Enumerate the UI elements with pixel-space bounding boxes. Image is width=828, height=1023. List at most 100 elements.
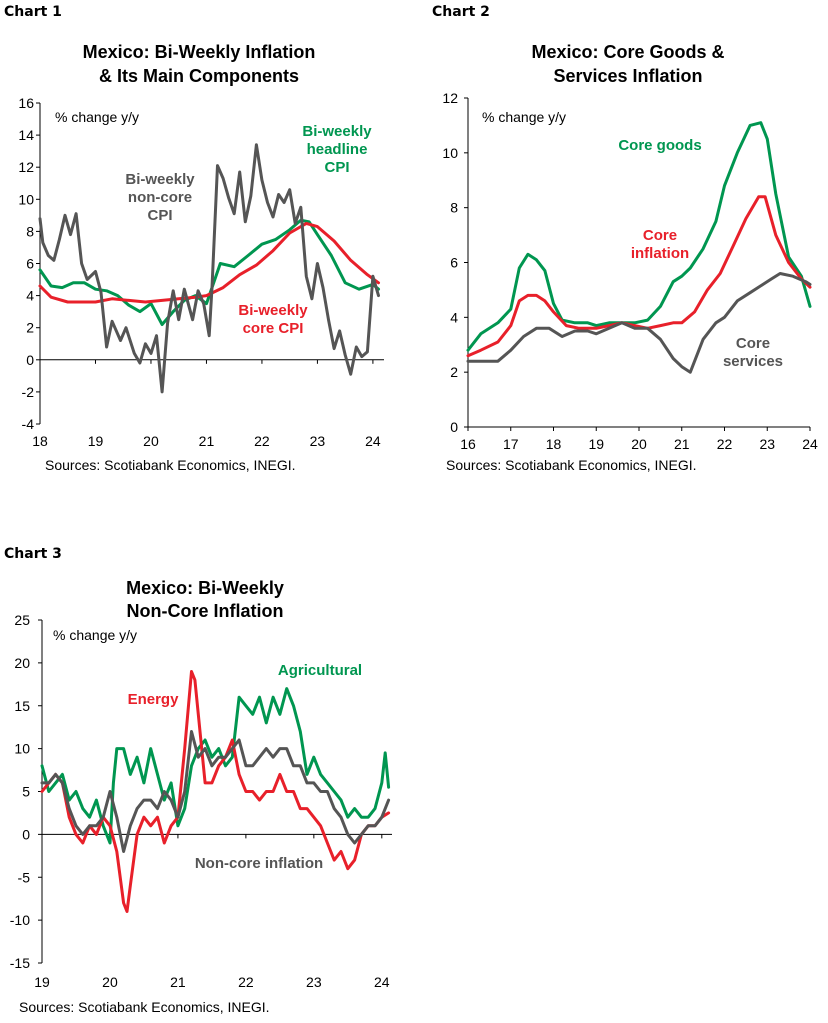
chart1-y-tick-label: 10: [18, 191, 34, 207]
chart3-x-tick-label: 19: [34, 974, 50, 990]
chart2-unit-label: % change y/y: [482, 109, 566, 125]
chart2-y-tick-label: 12: [442, 90, 458, 106]
chart2-annotation-line: Core goods: [618, 137, 701, 154]
chart2-annotation-3: Core services: [723, 335, 783, 370]
chart1-annotation-2: Bi-weekly headline CPI: [302, 123, 372, 176]
chart2-annotation-1: Core goods: [618, 137, 701, 154]
chart1-annotation-line: headline: [307, 141, 368, 158]
chart1-x-tick-label: 20: [143, 433, 159, 449]
chart3-annotation-line: Energy: [128, 691, 180, 708]
chart1-annotation-1: Bi-weekly non-core CPI: [125, 171, 195, 224]
chart3-annotation-2: Energy: [128, 691, 180, 708]
chart3-x-tick-label: 24: [374, 974, 390, 990]
chart3-series-line-2: [40, 670, 391, 913]
chart2-series-line-1: [466, 121, 812, 352]
chart3-x-tick-label: 20: [102, 974, 118, 990]
chart3-title-line: Non-Core Inflation: [127, 601, 284, 621]
chart3-annotation-line: Non-core inflation: [195, 855, 323, 872]
chart1-y-tick-label: -2: [22, 384, 35, 400]
chart2-x-tick-label: 24: [802, 436, 818, 452]
chart3-annotation-3: Non-core inflation: [195, 855, 323, 872]
chart1-annotation-line: Bi-weekly: [238, 302, 308, 319]
chart1-series-line-3: [38, 143, 380, 394]
chart2-x-tick-label: 23: [759, 436, 775, 452]
chart2-x-tick-label: 19: [588, 436, 604, 452]
chart2-annotation-line: services: [723, 353, 783, 370]
chart-3-label: Chart 3: [4, 546, 62, 562]
chart2-annotation-line: Core: [736, 335, 770, 352]
chart3-annotation-1: Agricultural: [278, 662, 362, 679]
chart3-source-note: Sources: Scotiabank Economics, INEGI.: [19, 999, 270, 1015]
chart1-annotation-line: Bi-weekly: [125, 171, 195, 188]
chart2-y-tick-label: 6: [450, 255, 458, 271]
chart1-y-tick-label: 4: [26, 288, 34, 304]
chart2-y-tick-label: 10: [442, 145, 458, 161]
chart3-y-tick-label: 5: [22, 784, 30, 800]
chart3-y-tick-label: 15: [14, 698, 30, 714]
chart-1-label: Chart 1: [4, 4, 62, 20]
chart1-x-tick-label: 24: [365, 433, 381, 449]
chart3-y-tick-label: 0: [22, 826, 30, 842]
chart2-title-line: Mexico: Core Goods &: [531, 42, 724, 62]
chart3-y-tick-label: -5: [18, 869, 31, 885]
chart2-y-tick-label: 8: [450, 200, 458, 216]
chart3-annotation-line: Agricultural: [278, 662, 362, 679]
chart2-annotation-line: Core: [643, 227, 677, 244]
chart2-x-tick-label: 22: [717, 436, 733, 452]
chart1-annotation-line: Bi-weekly: [302, 123, 372, 140]
chart-2-label: Chart 2: [432, 4, 490, 20]
chart2-annotation-line: inflation: [631, 245, 689, 262]
chart1-y-tick-label: 6: [26, 256, 34, 272]
chart1-x-tick-label: 23: [310, 433, 326, 449]
chart2-y-tick-label: 0: [450, 419, 458, 435]
chart3-title-line: Mexico: Bi-Weekly: [126, 578, 284, 598]
chart3-y-tick-label: 20: [14, 655, 30, 671]
chart1-annotation-line: CPI: [324, 159, 349, 176]
chart1-y-tick-label: 14: [18, 127, 34, 143]
chart2-x-tick-label: 20: [631, 436, 647, 452]
chart2-y-tick-label: 2: [450, 364, 458, 380]
chart2-annotation-2: Core inflation: [631, 227, 689, 262]
chart1-y-tick-label: 8: [26, 223, 34, 239]
chart2-title-line: Services Inflation: [553, 66, 702, 86]
chart1-unit-label: % change y/y: [55, 109, 139, 125]
chart1-y-tick-label: 2: [26, 320, 34, 336]
chart1-x-tick-label: 22: [254, 433, 270, 449]
chart1-annotation-line: CPI: [147, 207, 172, 224]
chart3-y-tick-label: -15: [10, 955, 30, 971]
chart3-series-line-1: [40, 687, 391, 845]
chart3-series-line-3: [40, 730, 391, 853]
chart1-source-note: Sources: Scotiabank Economics, INEGI.: [45, 457, 296, 473]
chart3-unit-label: % change y/y: [53, 627, 137, 643]
chart1-y-tick-label: -4: [22, 416, 35, 432]
chart1-annotation-3: Bi-weekly core CPI: [238, 302, 308, 337]
chart2-series-line-3: [466, 272, 812, 374]
chart1-title-line: & Its Main Components: [99, 66, 299, 86]
chart3-y-tick-label: 10: [14, 741, 30, 757]
chart2-x-tick-label: 21: [674, 436, 690, 452]
chart1-x-tick-label: 19: [88, 433, 104, 449]
chart2-source-note: Sources: Scotiabank Economics, INEGI.: [446, 457, 697, 473]
chart2-x-tick-label: 18: [546, 436, 562, 452]
chart2-x-tick-label: 17: [503, 436, 519, 452]
chart3-x-tick-label: 22: [238, 974, 254, 990]
chart1-annotation-line: non-core: [128, 189, 192, 206]
chart1-title-line: Mexico: Bi-Weekly Inflation: [83, 42, 316, 62]
chart1-y-tick-label: 0: [26, 352, 34, 368]
chart1-x-tick-label: 18: [32, 433, 48, 449]
chart1-series-line-2: [38, 221, 380, 304]
chart2-x-tick-label: 16: [460, 436, 476, 452]
chart1-annotation-line: core CPI: [243, 320, 304, 337]
chart1-x-tick-label: 21: [199, 433, 215, 449]
chart2-y-tick-label: 4: [450, 309, 458, 325]
chart1-series-line-1: [38, 218, 380, 326]
chart3-x-tick-label: 23: [306, 974, 322, 990]
chart1-y-tick-label: 16: [18, 95, 34, 111]
chart3-y-tick-label: 25: [14, 612, 30, 628]
chart3-x-tick-label: 21: [170, 974, 186, 990]
chart1-y-tick-label: 12: [18, 159, 34, 175]
chart3-y-tick-label: -10: [10, 912, 30, 928]
